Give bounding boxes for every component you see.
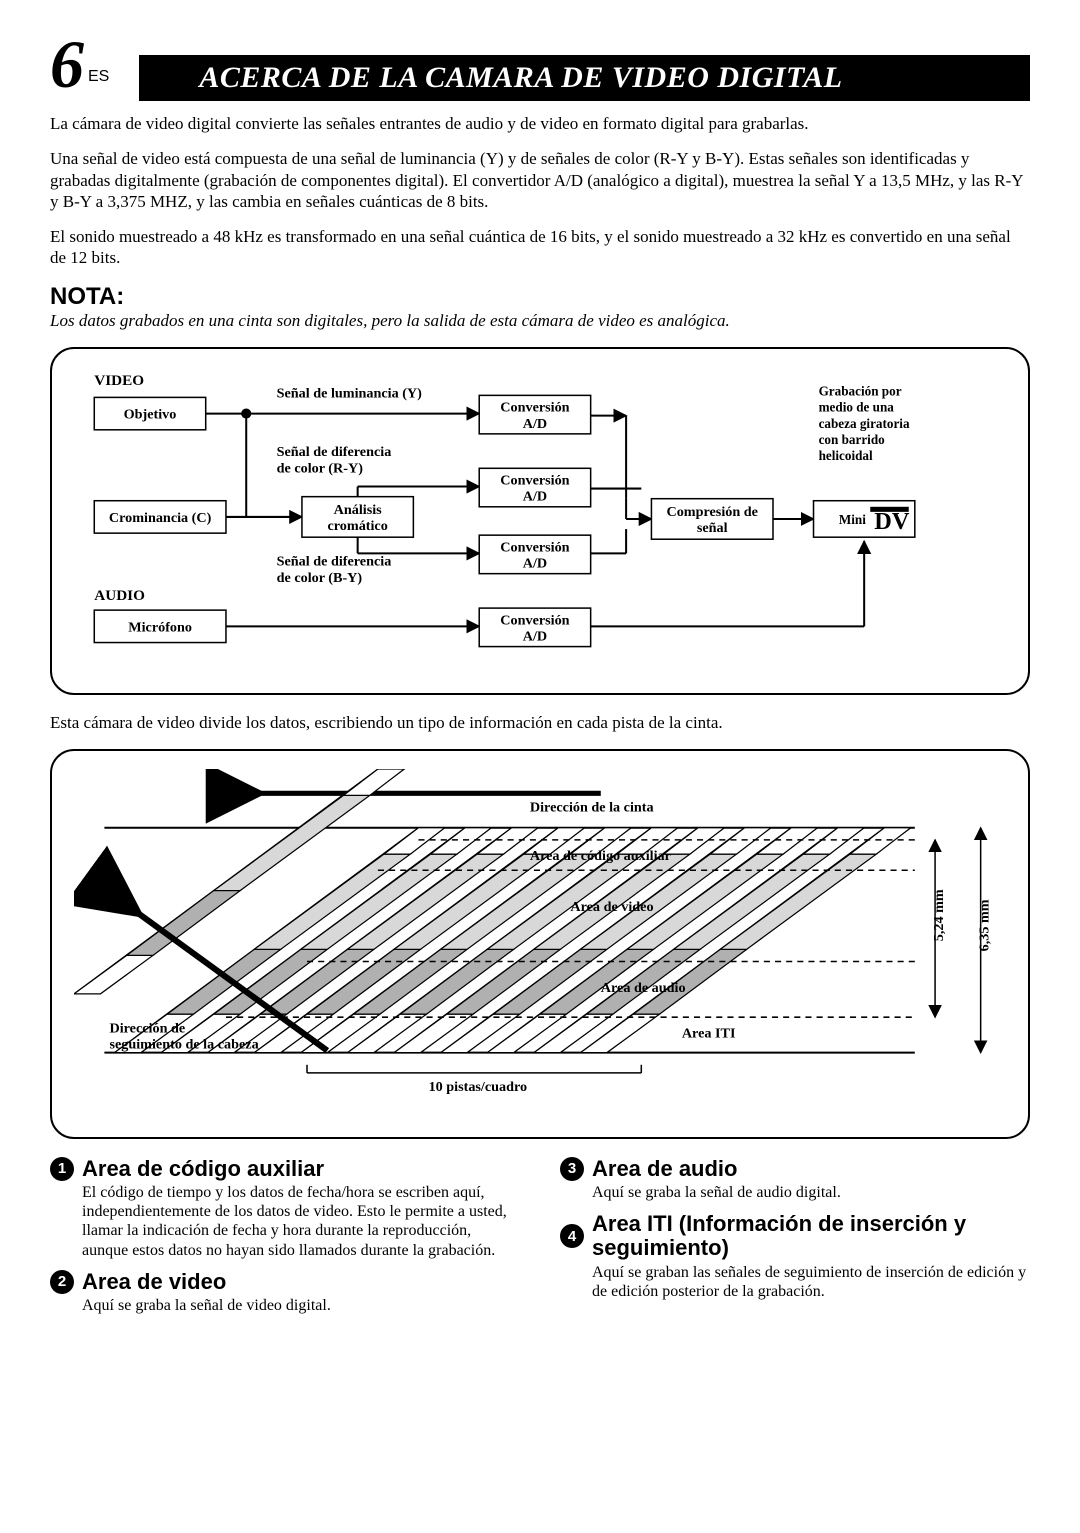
area-3: 3 Area de audio Aquí se graba la señal d… [560, 1157, 1030, 1202]
intro-p2: Una señal de video está compuesta de una… [50, 148, 1030, 212]
conv1-l2: A/D [523, 415, 547, 431]
page-number: 6 [50, 30, 84, 98]
dim1: 5,24 mm [931, 889, 947, 941]
area-audio-label: Area de audio [601, 980, 686, 996]
ry-l2: de color (R-Y) [277, 460, 364, 476]
tape-track-svg: Dirección de la cinta [74, 769, 1006, 1113]
nota-text: Los datos grabados en una cinta son digi… [50, 311, 1030, 331]
tape-track-diagram: Dirección de la cinta [50, 749, 1030, 1138]
by-l1: Señal de diferencia [277, 553, 392, 569]
areas-section: 1 Area de código auxiliar El código de t… [50, 1157, 1030, 1325]
compresion-l2: señal [697, 520, 728, 536]
nota-heading: NOTA: [50, 283, 1030, 311]
grab-l1: Grabación por [819, 383, 902, 398]
dir-cinta: Dirección de la cinta [530, 800, 654, 816]
area-cod-aux: Area de código auxiliar [530, 849, 671, 865]
middle-text: Esta cámara de video divide los datos, e… [50, 713, 1030, 733]
conv3-l1: Conversión [500, 539, 569, 555]
area-1-num: 1 [50, 1157, 74, 1181]
area-2-num: 2 [50, 1270, 74, 1294]
area-3-num: 3 [560, 1157, 584, 1181]
area-4-num: 4 [560, 1224, 584, 1248]
conv2-l2: A/D [523, 488, 547, 504]
intro-p3: El sonido muestreado a 48 kHz es transfo… [50, 226, 1030, 269]
analisis-l1: Análisis [334, 501, 383, 517]
intro-section: La cámara de video digital convierte las… [50, 113, 1030, 269]
grab-l3: cabeza giratoria [819, 415, 910, 430]
signal-flow-diagram: VIDEO Objetivo Señal de luminancia (Y) C… [50, 347, 1030, 696]
conv3-l2: A/D [523, 555, 547, 571]
area-1-title: Area de código auxiliar [82, 1157, 324, 1181]
conv2-l1: Conversión [500, 472, 569, 488]
minidv-text: Mini [839, 512, 866, 527]
dir-seg1: Dirección de [109, 1021, 185, 1037]
area-video-label: Area de video [570, 899, 653, 915]
lang-label: ES [88, 68, 109, 86]
areas-right-col: 3 Area de audio Aquí se graba la señal d… [560, 1157, 1030, 1325]
area-4-title: Area ITI (Información de inserción y seg… [592, 1212, 1030, 1260]
area-iti-label: Area ITI [682, 1026, 736, 1042]
area-2-title: Area de video [82, 1270, 226, 1294]
area-1: 1 Area de código auxiliar El código de t… [50, 1157, 520, 1260]
area-4: 4 Area ITI (Información de inserción y s… [560, 1212, 1030, 1301]
dir-seg2: seguimiento de la cabeza [109, 1037, 258, 1053]
luminancia-label: Señal de luminancia (Y) [277, 385, 423, 401]
by-l2: de color (B-Y) [277, 569, 363, 585]
intro-p1: La cámara de video digital convierte las… [50, 113, 1030, 134]
grab-l4: con barrido [819, 431, 886, 446]
grab-l5: helicoidal [819, 448, 873, 463]
signal-flow-svg: VIDEO Objetivo Señal de luminancia (Y) C… [74, 367, 1006, 671]
area-1-desc: El código de tiempo y los datos de fecha… [82, 1183, 520, 1260]
compresion-l1: Compresión de [666, 503, 757, 519]
areas-left-col: 1 Area de código auxiliar El código de t… [50, 1157, 520, 1325]
dim2: 6,35 mm [977, 900, 993, 952]
analisis-l2: cromático [327, 518, 387, 534]
microfono-box: Micrófono [128, 619, 192, 635]
area-2-desc: Aquí se graba la señal de video digital. [82, 1296, 520, 1315]
pistas-label: 10 pistas/cuadro [429, 1080, 528, 1096]
area-2: 2 Area de video Aquí se graba la señal d… [50, 1270, 520, 1315]
objetivo-box: Objetivo [124, 406, 177, 422]
area-3-title: Area de audio [592, 1157, 737, 1181]
page-title: ACERCA DE LA CAMARA DE VIDEO DIGITAL [139, 55, 1030, 101]
area-4-desc: Aquí se graban las señales de seguimient… [592, 1263, 1030, 1301]
crominancia-box: Crominancia (C) [109, 509, 212, 525]
area-3-desc: Aquí se graba la señal de audio digital. [592, 1183, 1030, 1202]
page-header: 6 ES ACERCA DE LA CAMARA DE VIDEO DIGITA… [50, 30, 1030, 101]
grab-l2: medio de una [819, 399, 895, 414]
ry-l1: Señal de diferencia [277, 444, 392, 460]
conv4-l1: Conversión [500, 612, 569, 628]
video-label: VIDEO [94, 372, 144, 389]
audio-label: AUDIO [94, 586, 145, 603]
conv4-l2: A/D [523, 628, 547, 644]
conv1-l1: Conversión [500, 399, 569, 415]
svg-text:DV: DV [874, 508, 910, 535]
nota-section: NOTA: Los datos grabados en una cinta so… [50, 283, 1030, 331]
